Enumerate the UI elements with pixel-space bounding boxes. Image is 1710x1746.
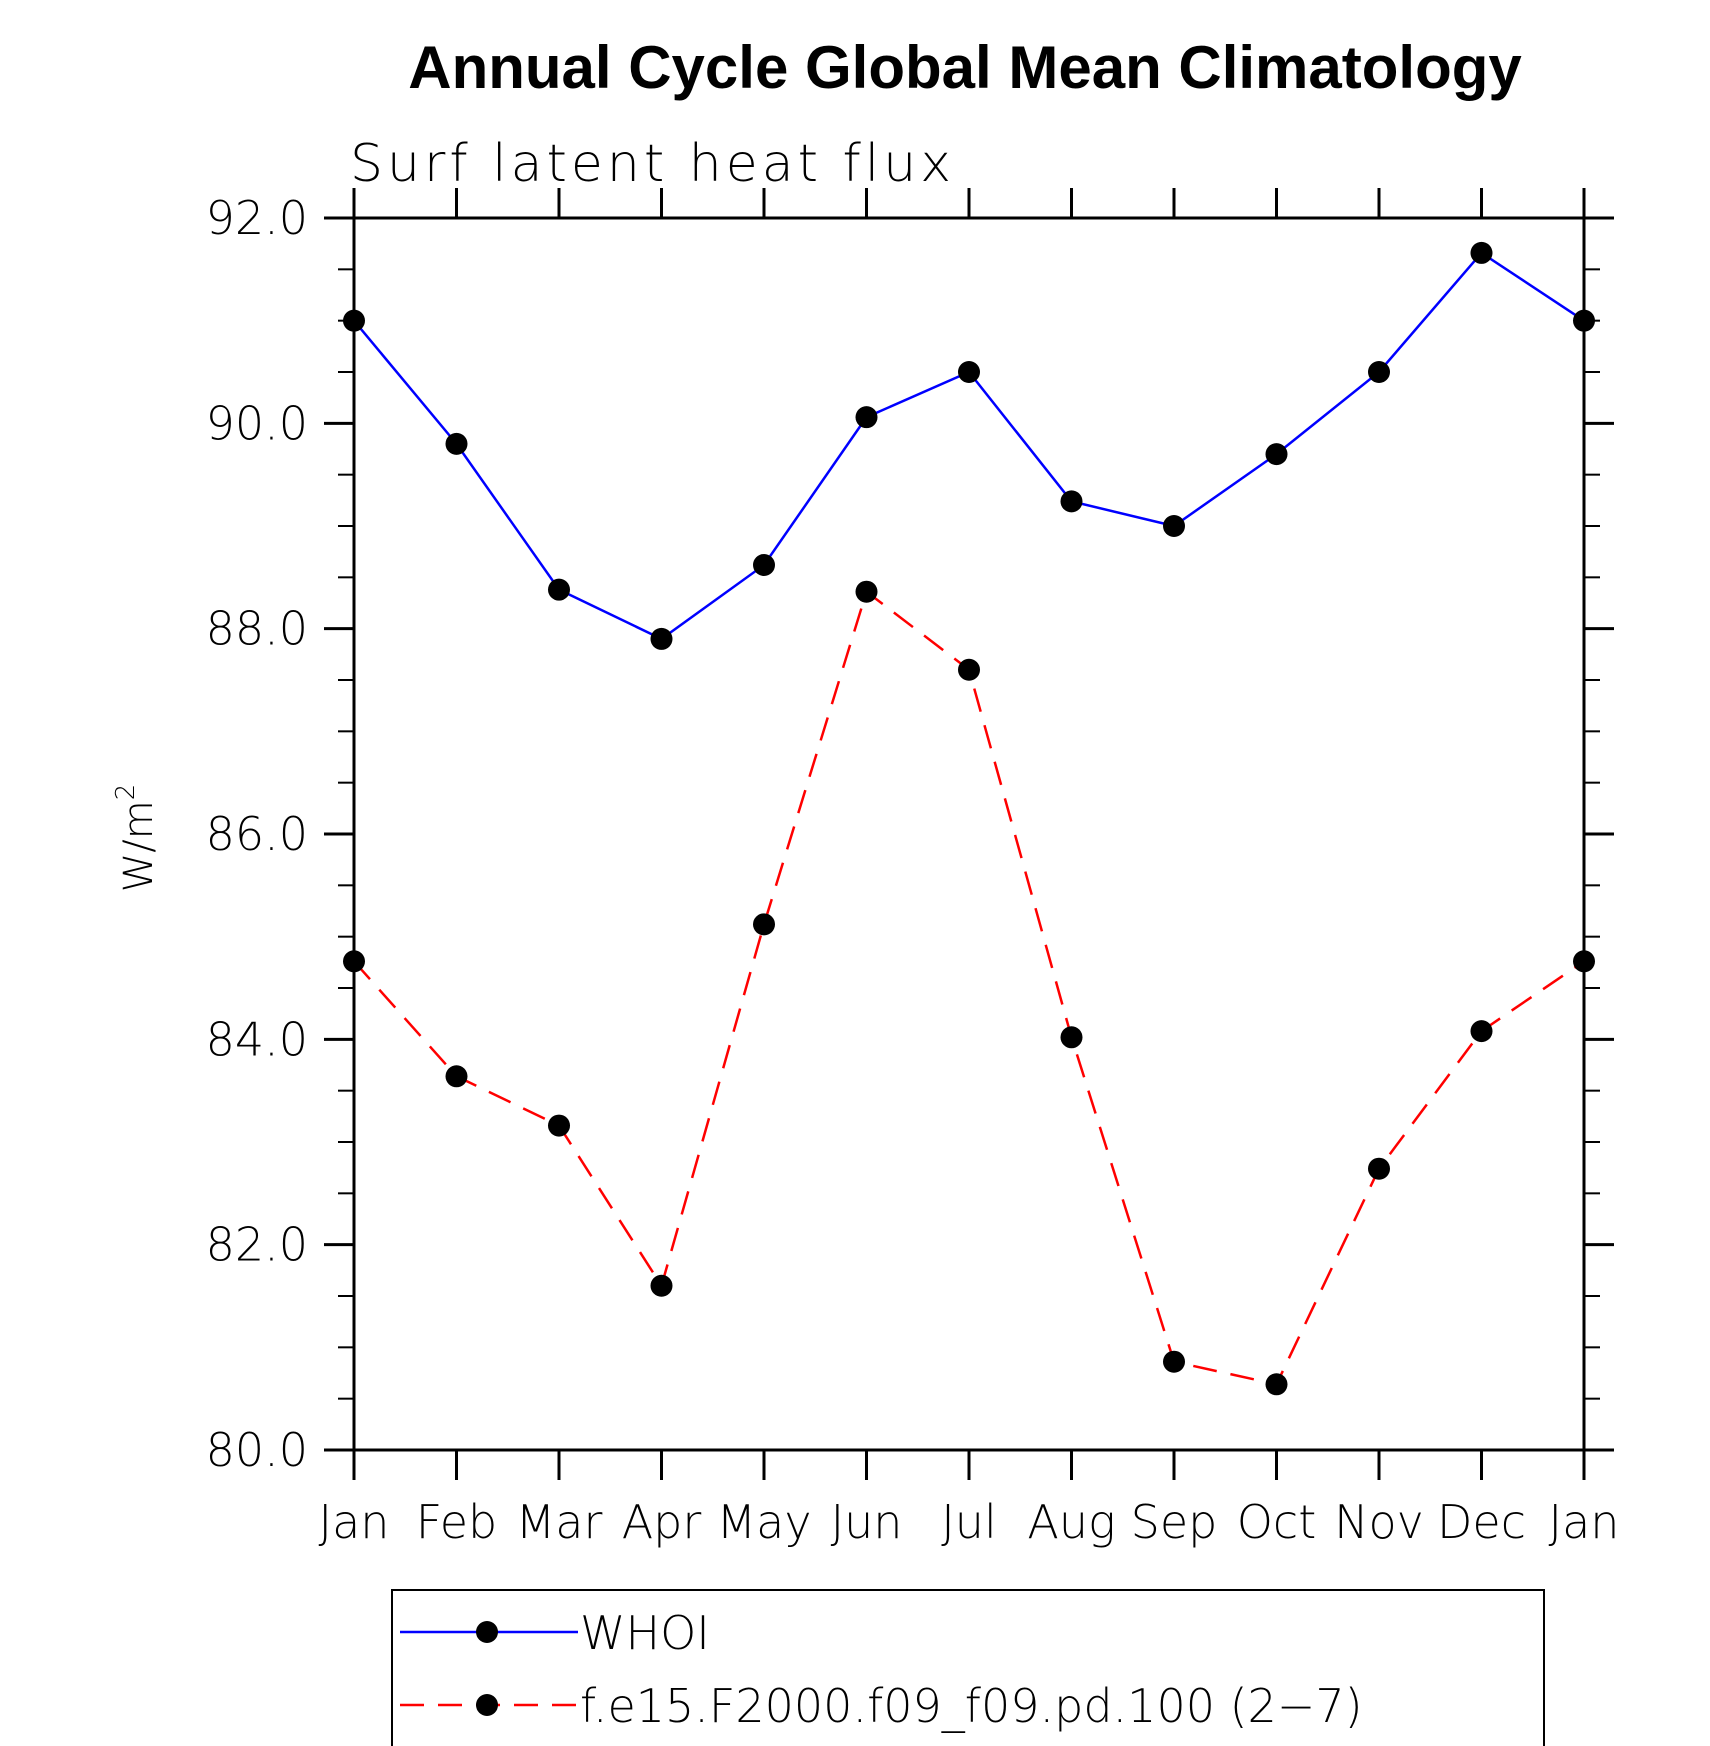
legend-marker-0 <box>476 1621 498 1643</box>
data-point <box>445 1065 468 1088</box>
chart-subtitle: Surf latent heat flux <box>350 134 955 194</box>
series-markers <box>343 241 1595 1396</box>
y-axis-label-superscript: 2 <box>111 784 141 801</box>
data-point <box>1470 241 1493 264</box>
x-tick-label: Oct <box>1237 1495 1317 1549</box>
legend-label-0: WHOI <box>580 1606 710 1660</box>
data-point <box>753 554 775 577</box>
x-tick-label: Jul <box>941 1495 997 1549</box>
legend-label-1: f.e15.F2000.f09_f09.pd.100 (2−7) <box>580 1679 1363 1733</box>
y-tick-label: 88.0 <box>206 602 308 656</box>
x-tick-label: Feb <box>416 1495 497 1549</box>
data-point <box>548 578 570 601</box>
x-tick-label: Nov <box>1334 1495 1424 1549</box>
y-tick-label: 84.0 <box>206 1012 308 1066</box>
plot-frame <box>352 216 1586 1452</box>
y-tick-label: 80.0 <box>206 1423 308 1477</box>
x-tick-label: Aug <box>1027 1495 1115 1549</box>
data-point <box>1265 443 1288 466</box>
chart-title: Annual Cycle Global Mean Climatology <box>408 34 1522 101</box>
svg-text:W/m2: W/m2 <box>111 784 162 893</box>
x-tick-label: Jan <box>1549 1495 1620 1549</box>
series-lines <box>353 251 1585 1386</box>
plot-border <box>352 216 1586 1452</box>
y-tick-label: 82.0 <box>206 1218 308 1272</box>
x-tick-label: Dec <box>1437 1495 1526 1549</box>
data-point <box>1163 515 1185 537</box>
legend: WHOI f.e15.F2000.f09_f09.pd.100 (2−7) <box>391 1589 1545 1746</box>
data-point <box>650 1274 673 1297</box>
data-point <box>343 309 365 332</box>
x-tick-label: Sep <box>1131 1495 1218 1549</box>
legend-entries: WHOI f.e15.F2000.f09_f09.pd.100 (2−7) <box>400 1606 1363 1733</box>
data-point <box>445 432 468 455</box>
data-point <box>650 627 673 650</box>
data-point <box>1265 1373 1288 1396</box>
data-point <box>343 950 365 973</box>
legend-marker-1 <box>476 1694 498 1716</box>
data-point <box>1060 1026 1083 1049</box>
data-point <box>1368 361 1390 383</box>
y-tick-label: 86.0 <box>206 807 308 861</box>
y-tick-label: 92.0 <box>206 191 308 245</box>
series-line-1 <box>353 589 1585 1386</box>
legend-box <box>391 1589 1545 1746</box>
data-point <box>1470 1020 1493 1043</box>
data-point <box>958 658 980 681</box>
data-point <box>1163 1350 1185 1373</box>
y-tick-label: 90.0 <box>206 396 308 450</box>
y-tick-labels: 80.0 82.0 84.0 86.0 88.0 90.0 92.0 <box>206 191 308 1477</box>
x-tick-label: Jun <box>831 1495 903 1549</box>
data-point <box>1573 309 1595 332</box>
data-point <box>1573 950 1595 973</box>
y-axis-label: W/m2 <box>111 784 162 893</box>
data-point <box>958 361 980 383</box>
x-tick-label: May <box>716 1495 811 1549</box>
data-point <box>855 580 878 603</box>
data-point <box>1060 490 1083 513</box>
data-point <box>855 406 878 429</box>
x-tick-label: Apr <box>622 1495 702 1549</box>
x-tick-label: Mar <box>516 1495 603 1549</box>
data-point <box>1368 1157 1390 1180</box>
axis-ticks <box>324 188 1614 1480</box>
x-tick-labels: Jan Feb Mar Apr May Jun Jul Aug Sep Oct Nov Dec Jan <box>319 1495 1620 1549</box>
data-point <box>548 1114 570 1137</box>
data-point <box>753 913 775 936</box>
series-line-0 <box>353 251 1585 641</box>
x-tick-label: Jan <box>319 1495 390 1549</box>
y-axis-label-text: W/m <box>116 800 162 892</box>
